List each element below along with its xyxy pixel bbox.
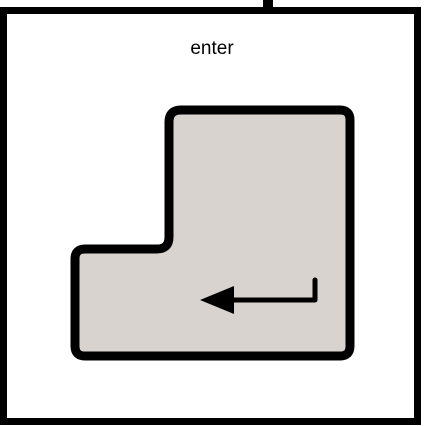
frame-top-tab [263, 0, 273, 10]
key-label: enter [190, 38, 234, 59]
return-arrow-icon [200, 277, 318, 314]
enter-key-shape[interactable] [70, 105, 355, 361]
